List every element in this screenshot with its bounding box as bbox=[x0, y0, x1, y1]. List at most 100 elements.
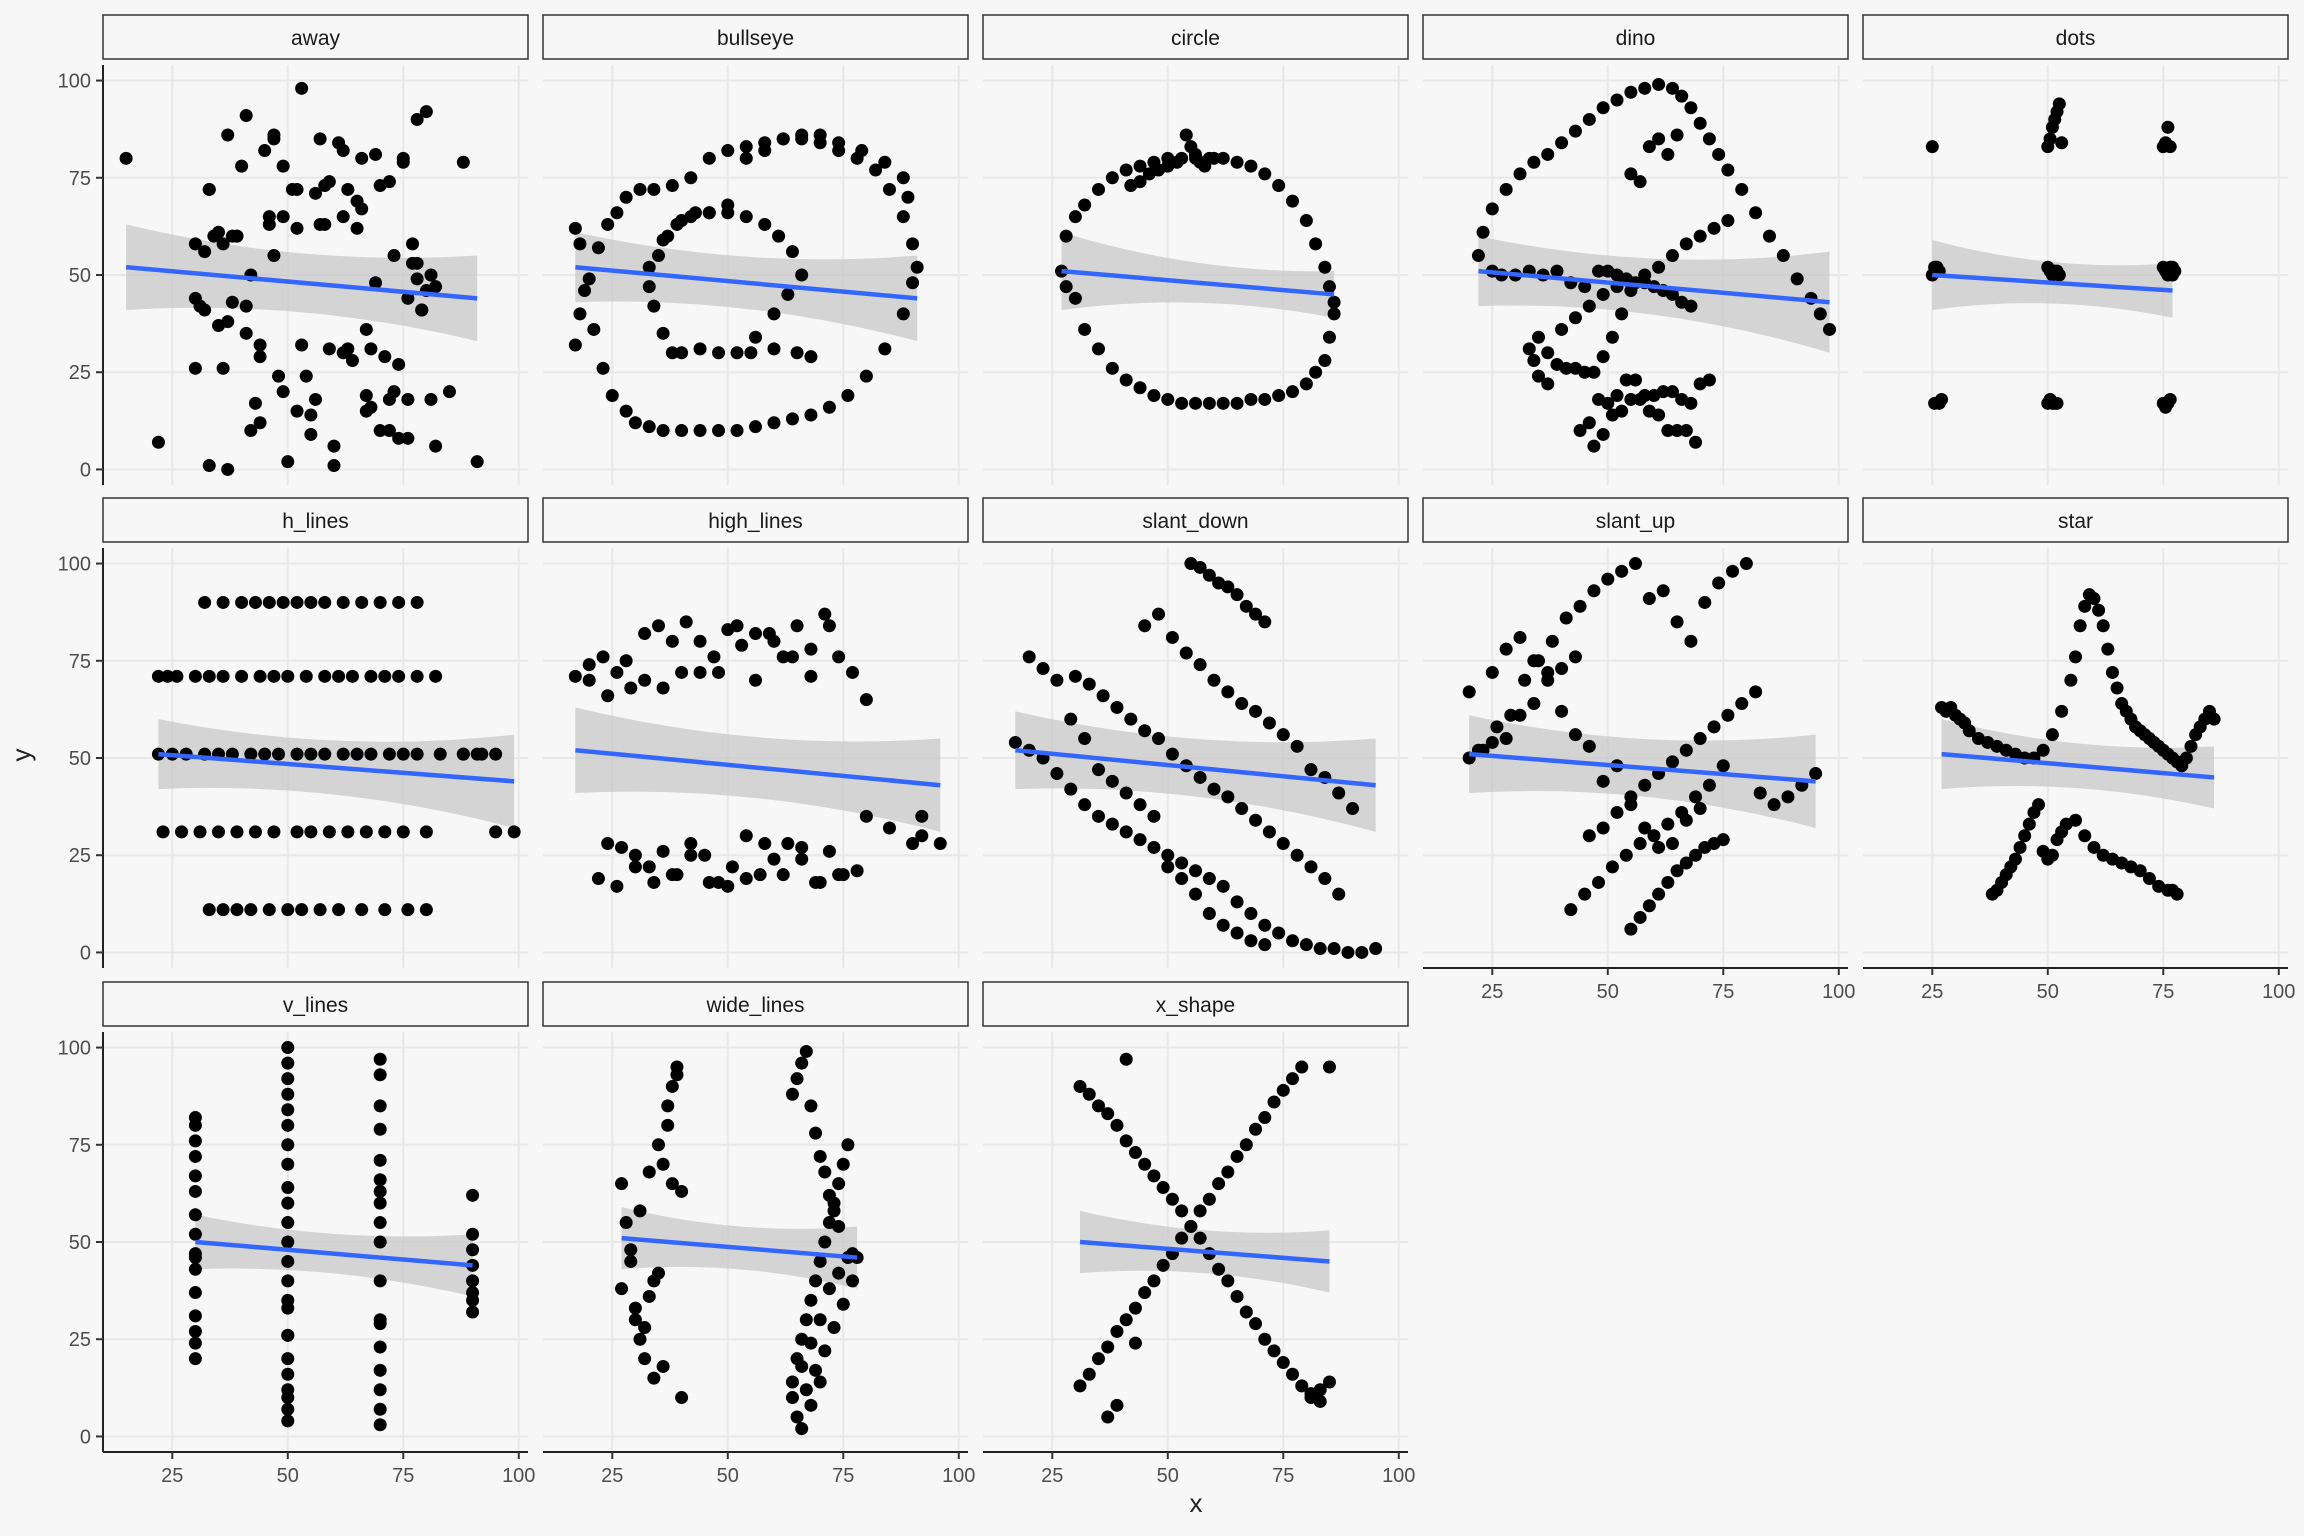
data-point bbox=[1258, 167, 1272, 181]
data-point bbox=[1679, 743, 1693, 757]
data-point bbox=[382, 747, 396, 761]
data-point bbox=[822, 844, 836, 858]
data-point bbox=[1212, 1262, 1226, 1276]
data-point bbox=[1295, 1379, 1309, 1393]
data-point bbox=[813, 875, 827, 889]
fit-line bbox=[195, 1239, 473, 1268]
data-point bbox=[216, 595, 230, 609]
data-point bbox=[364, 669, 378, 683]
panel-dots: dots bbox=[1862, 14, 2289, 485]
data-point bbox=[216, 237, 230, 251]
data-point bbox=[239, 299, 253, 313]
data-point bbox=[364, 342, 378, 356]
data-point bbox=[1545, 634, 1559, 648]
data-point bbox=[702, 151, 716, 165]
data-point bbox=[466, 1274, 480, 1288]
data-point bbox=[1582, 829, 1596, 843]
data-point bbox=[258, 144, 272, 158]
data-point bbox=[258, 747, 272, 761]
data-point bbox=[739, 140, 753, 154]
panel-slant_up: slant_up 25 50 75 100 bbox=[1422, 497, 1855, 1003]
data-point bbox=[1249, 813, 1263, 827]
x-tick-label: 25 bbox=[1921, 981, 1943, 1003]
data-point bbox=[1235, 697, 1249, 711]
data-point bbox=[202, 459, 216, 473]
data-point bbox=[670, 1068, 684, 1082]
data-point bbox=[253, 416, 267, 430]
data-point bbox=[1592, 875, 1606, 889]
data-point bbox=[624, 681, 638, 695]
data-point bbox=[1679, 424, 1693, 438]
data-point bbox=[1670, 128, 1684, 142]
data-point bbox=[2064, 673, 2078, 687]
data-point bbox=[656, 326, 670, 340]
data-point bbox=[419, 105, 433, 119]
data-point bbox=[619, 190, 633, 204]
data-point bbox=[809, 1363, 823, 1377]
data-point bbox=[1587, 439, 1601, 453]
data-point bbox=[804, 1336, 818, 1350]
data-point bbox=[846, 1274, 860, 1288]
data-point bbox=[290, 404, 304, 418]
data-point bbox=[1661, 147, 1675, 161]
data-point bbox=[721, 144, 735, 158]
data-point bbox=[373, 1235, 387, 1249]
data-point bbox=[1244, 907, 1258, 921]
data-point bbox=[795, 128, 809, 142]
data-point bbox=[1693, 116, 1707, 130]
data-point bbox=[730, 619, 744, 633]
x-tick-label: 25 bbox=[601, 1465, 623, 1487]
data-point bbox=[373, 1216, 387, 1230]
data-point bbox=[1193, 1231, 1207, 1245]
data-point bbox=[1239, 1305, 1253, 1319]
data-point bbox=[1555, 662, 1569, 676]
data-point bbox=[1078, 732, 1092, 746]
data-point bbox=[1133, 833, 1147, 847]
data-point bbox=[906, 237, 920, 251]
data-point bbox=[684, 171, 698, 185]
data-point bbox=[1244, 159, 1258, 173]
data-point bbox=[790, 1410, 804, 1424]
data-point bbox=[1078, 798, 1092, 812]
data-point bbox=[776, 868, 790, 882]
data-point bbox=[1670, 424, 1684, 438]
data-point bbox=[1638, 821, 1652, 835]
data-point bbox=[1615, 564, 1629, 578]
data-point bbox=[1823, 322, 1837, 336]
fit-line bbox=[575, 264, 918, 301]
data-point bbox=[2069, 650, 2082, 664]
data-point bbox=[1230, 396, 1244, 410]
data-point bbox=[470, 455, 484, 469]
data-point bbox=[702, 875, 716, 889]
data-point bbox=[1105, 171, 1119, 185]
data-point bbox=[281, 1235, 295, 1249]
data-point bbox=[262, 595, 276, 609]
data-point bbox=[313, 217, 327, 231]
data-point bbox=[822, 400, 836, 414]
data-point bbox=[410, 747, 424, 761]
data-point bbox=[1513, 708, 1527, 722]
data-point bbox=[1555, 704, 1569, 718]
data-point bbox=[878, 155, 892, 169]
data-point bbox=[1110, 700, 1124, 714]
data-point bbox=[628, 1301, 642, 1315]
data-point bbox=[628, 416, 642, 430]
data-point bbox=[2045, 728, 2059, 742]
data-point bbox=[1346, 802, 1360, 816]
data-point bbox=[2008, 852, 2022, 866]
data-point bbox=[295, 338, 309, 352]
data-point bbox=[1327, 307, 1341, 321]
data-point bbox=[373, 1173, 387, 1187]
data-point bbox=[1064, 782, 1078, 796]
data-point bbox=[1119, 1052, 1133, 1066]
data-point bbox=[2036, 743, 2050, 757]
data-point bbox=[1189, 396, 1202, 410]
data-point bbox=[1702, 373, 1716, 387]
data-point bbox=[1721, 214, 1735, 228]
panel-title: bullseye bbox=[717, 27, 794, 50]
data-point bbox=[318, 669, 332, 683]
data-point bbox=[248, 825, 262, 839]
fit-line bbox=[621, 1235, 858, 1260]
data-point bbox=[290, 595, 304, 609]
data-point bbox=[1050, 673, 1064, 687]
